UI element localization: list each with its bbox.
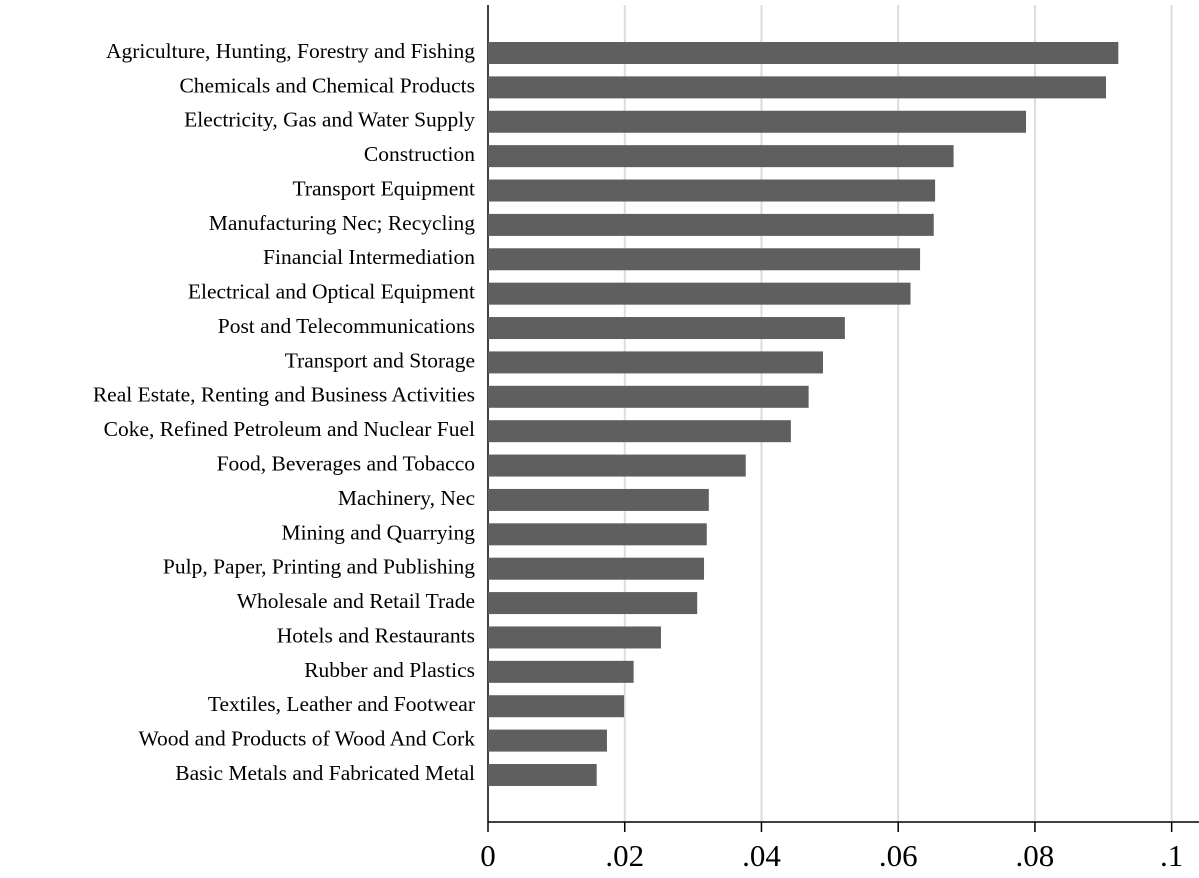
bar xyxy=(488,145,954,168)
y-tick-label: Textiles, Leather and Footwear xyxy=(208,692,475,716)
y-tick-label: Wholesale and Retail Trade xyxy=(237,589,475,613)
bar xyxy=(488,523,707,546)
y-tick-label: Machinery, Nec xyxy=(338,486,475,510)
y-tick-label: Mining and Quarrying xyxy=(282,520,476,544)
y-tick-label: Post and Telecommunications xyxy=(218,314,475,338)
bar xyxy=(488,763,597,786)
bar xyxy=(488,317,845,340)
bar xyxy=(488,282,911,305)
y-tick-label: Transport Equipment xyxy=(292,176,475,200)
y-tick-label: Construction xyxy=(364,142,475,166)
y-tick-label: Transport and Storage xyxy=(285,348,475,372)
y-tick-label: Electricity, Gas and Water Supply xyxy=(184,108,475,132)
bar xyxy=(488,179,936,202)
y-tick-label: Real Estate, Renting and Business Activi… xyxy=(93,383,475,407)
x-tick-label: .08 xyxy=(1016,838,1055,873)
bar xyxy=(488,454,746,477)
bar xyxy=(488,592,698,615)
y-tick-label: Chemicals and Chemical Products xyxy=(179,73,475,97)
bar xyxy=(488,385,809,408)
bar xyxy=(488,351,823,374)
x-tick-label: .06 xyxy=(879,838,918,873)
bar xyxy=(488,42,1119,64)
bar xyxy=(488,420,791,443)
y-tick-label: Pulp, Paper, Printing and Publishing xyxy=(163,555,475,579)
y-tick-label: Coke, Refined Petroleum and Nuclear Fuel xyxy=(104,417,475,441)
y-tick-label: Electrical and Optical Equipment xyxy=(188,280,475,304)
y-tick-label: Agriculture, Hunting, Forestry and Fishi… xyxy=(106,39,475,63)
bar xyxy=(488,213,934,236)
y-tick-label: Food, Beverages and Tobacco xyxy=(217,451,475,475)
y-tick-label: Rubber and Plastics xyxy=(304,658,475,682)
bar xyxy=(488,557,705,580)
y-tick-label: Wood and Products of Wood And Cork xyxy=(138,727,475,751)
y-tick-label: Financial Intermediation xyxy=(263,245,475,269)
x-tick-label: .04 xyxy=(742,838,781,873)
bar xyxy=(488,76,1107,99)
bar xyxy=(488,626,661,649)
bar xyxy=(488,248,921,271)
bar xyxy=(488,729,607,752)
x-tick-label: 0 xyxy=(480,838,496,873)
bar xyxy=(488,110,1027,133)
y-tick-label: Basic Metals and Fabricated Metal xyxy=(175,761,475,785)
x-tick-label: .1 xyxy=(1160,838,1183,873)
y-tick-label: Manufacturing Nec; Recycling xyxy=(209,211,476,235)
y-tick-label: Hotels and Restaurants xyxy=(277,623,475,647)
x-tick-label: .02 xyxy=(605,838,644,873)
bar xyxy=(488,488,709,511)
bar xyxy=(488,660,634,683)
bar xyxy=(488,695,625,718)
